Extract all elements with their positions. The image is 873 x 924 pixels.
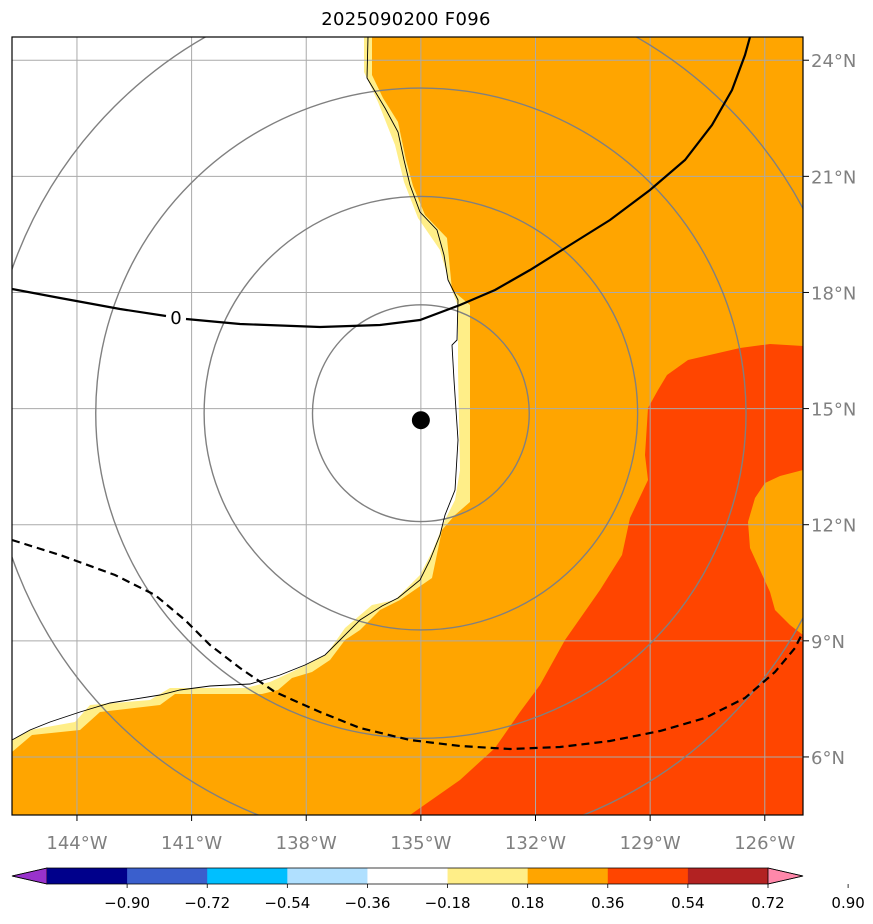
colorbar-segment: [287, 868, 368, 884]
contour-label-zero: 0: [170, 308, 181, 329]
colorbar-max-extend: [767, 867, 804, 885]
storm-center-marker: [411, 411, 430, 430]
latitude-axis: 6°N 9°N 12°N 15°N 18°N 21°N 24°N: [803, 51, 856, 769]
thin-boundary-contour: [12, 37, 459, 741]
colorbar-segment: [127, 868, 208, 884]
colorbar-tick-label: −0.36: [344, 894, 390, 912]
range-ring: [203, 195, 639, 631]
colorbar-segment: [367, 868, 449, 884]
colorbar-segment: [607, 868, 689, 884]
longitude-axis: 144°W 141°W 138°W 135°W 132°W 129°W 126°W: [46, 815, 796, 854]
colorbar-segment: [687, 868, 769, 884]
lon-tick-label: 129°W: [620, 833, 681, 854]
lat-tick-label: 24°N: [811, 51, 856, 72]
colorbar-tick-label: −0.18: [425, 894, 471, 912]
lat-tick-label: 21°N: [811, 167, 856, 188]
colorbar-tick-label: 0.36: [591, 894, 624, 912]
colorbar-segment: [447, 868, 529, 884]
lon-tick-label: 144°W: [46, 833, 107, 854]
lon-tick-label: 132°W: [505, 833, 566, 854]
negative-contour-dashed: [12, 538, 803, 751]
colorbar: −0.90 −0.72 −0.54 −0.36 −0.18 0.18 0.36 0.54 0.7…: [11, 867, 865, 912]
lat-tick-label: 12°N: [811, 516, 856, 537]
map-frame: [11, 36, 804, 816]
colorbar-tick-label: 0.90: [831, 894, 864, 912]
colorbar-segment: [47, 868, 128, 884]
map-title: 2025090200 F096: [321, 9, 491, 30]
colorbar-min-extend: [11, 867, 48, 885]
zero-contour-solid: [12, 37, 752, 329]
lon-tick-label: 135°W: [390, 833, 451, 854]
lon-tick-label: 141°W: [161, 833, 222, 854]
colorbar-tick-label: 0.72: [751, 894, 784, 912]
colorbar-tick-label: 0.54: [671, 894, 704, 912]
range-ring: [95, 87, 747, 740]
range-rings: [12, 37, 803, 815]
colorbar-tick-label: −0.54: [264, 894, 310, 912]
colorbar-segment: [527, 868, 609, 884]
range-ring: [311, 304, 530, 523]
lat-tick-label: 15°N: [811, 400, 856, 421]
colorbar-outline: [11, 867, 804, 885]
colorbar-tick-label: 0.18: [511, 894, 544, 912]
map-plot-area: 0: [12, 37, 803, 815]
lat-tick-label: 18°N: [811, 283, 856, 304]
lat-tick-label: 9°N: [811, 632, 845, 653]
colorbar-segment: [207, 868, 288, 884]
fill-region-0.54-0.72: [410, 344, 803, 815]
lon-tick-label: 138°W: [276, 833, 337, 854]
colorbar-tick-label: −0.90: [104, 894, 150, 912]
lon-tick-label: 126°W: [734, 833, 795, 854]
colorbar-tick-label: −0.72: [184, 894, 230, 912]
lat-tick-label: 6°N: [811, 748, 845, 769]
